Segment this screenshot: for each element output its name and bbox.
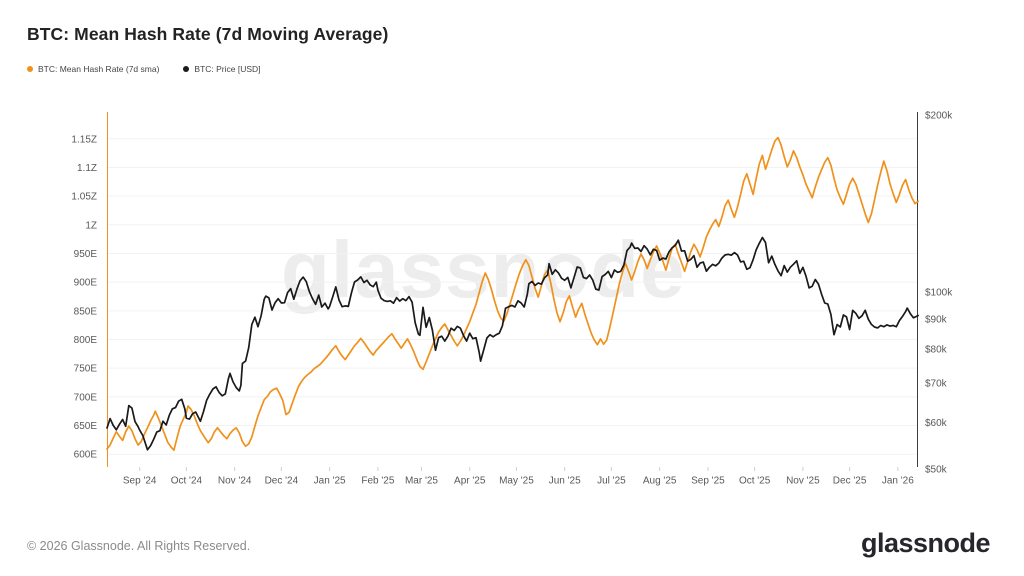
x-tick-label: Dec '24 <box>265 476 299 487</box>
y-right-tick-label: $70k <box>925 379 948 390</box>
y-left-tick-label: 750E <box>74 364 98 375</box>
legend-item-hash-rate[interactable]: BTC: Mean Hash Rate (7d sma) <box>27 64 159 74</box>
y-left-tick-label: 1.15Z <box>71 134 97 145</box>
copyright-text: © 2026 Glassnode. All Rights Reserved. <box>27 539 251 553</box>
x-tick-label: May '25 <box>499 476 534 487</box>
y-left-tick-label: 1.1Z <box>77 163 97 174</box>
y-right-tick-label: $100k <box>925 288 953 299</box>
y-right-tick-label: $90k <box>925 314 948 325</box>
chart-legend: BTC: Mean Hash Rate (7d sma) BTC: Price … <box>27 64 261 74</box>
y-right-tick-label: $50k <box>925 465 948 476</box>
x-tick-label: Sep '25 <box>691 476 725 487</box>
hash-rate-series-dot-icon <box>27 66 33 72</box>
x-tick-label: Dec '25 <box>833 476 867 487</box>
x-tick-label: Sep '24 <box>123 476 157 487</box>
x-tick-label: Jan '25 <box>314 476 346 487</box>
y-right-tick-label: $200k <box>925 110 953 121</box>
x-tick-label: Oct '25 <box>739 476 771 487</box>
x-tick-label: Jun '25 <box>549 476 581 487</box>
x-tick-label: Jan '26 <box>882 476 914 487</box>
x-tick-label: Nov '24 <box>218 476 252 487</box>
x-tick-label: Oct '24 <box>171 476 203 487</box>
price-line[interactable] <box>106 236 919 451</box>
y-left-tick-label: 800E <box>74 335 98 346</box>
price-series-dot-icon <box>183 66 190 72</box>
y-left-tick-label: 850E <box>74 306 98 317</box>
y-left-tick-label: 700E <box>74 392 98 403</box>
x-tick-label: Jul '25 <box>597 476 626 487</box>
x-tick-label: Feb '25 <box>361 476 394 487</box>
y-right-tick-label: $60k <box>925 418 948 429</box>
y-left-tick-label: 1Z <box>85 220 97 231</box>
x-tick-label: Nov '25 <box>786 476 820 487</box>
glassnode-logo: glassnode <box>860 528 991 558</box>
x-tick-label: Mar '25 <box>405 476 438 487</box>
x-tick-label: Aug '25 <box>643 476 677 487</box>
y-left-tick-label: 950E <box>74 249 98 260</box>
y-left-tick-label: 900E <box>74 278 98 289</box>
legend-item-price[interactable]: BTC: Price [USD] <box>183 64 261 74</box>
y-left-tick-label: 600E <box>74 450 98 461</box>
y-left-tick-label: 1.05Z <box>71 192 97 203</box>
page-title: BTC: Mean Hash Rate (7d Moving Average) <box>27 24 389 44</box>
legend-label-hash-rate: BTC: Mean Hash Rate (7d sma) <box>38 64 160 74</box>
legend-label-price: BTC: Price [USD] <box>194 64 261 74</box>
y-right-tick-label: $80k <box>925 344 948 355</box>
x-tick-label: Apr '25 <box>454 476 486 487</box>
hash-rate-line[interactable] <box>106 136 919 452</box>
y-left-tick-label: 650E <box>74 421 98 432</box>
